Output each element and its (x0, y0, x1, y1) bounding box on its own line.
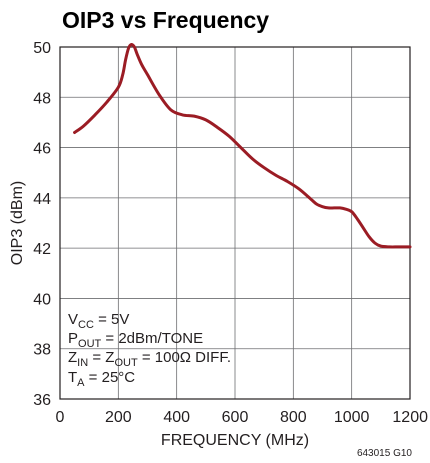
condition-ta: TA = 25°C (68, 369, 135, 389)
y-tick-label: 40 (33, 291, 51, 308)
x-tick-label: 0 (56, 409, 65, 426)
y-axis-label: OIP3 (dBm) (9, 181, 26, 265)
x-tick-label: 800 (280, 409, 307, 426)
condition-pout: POUT = 2dBm/TONE (68, 330, 203, 350)
grid (59, 46, 411, 400)
plot-frame (59, 46, 411, 400)
y-tick-label: 50 (33, 40, 51, 57)
condition-vcc: VCC = 5V (68, 311, 129, 331)
condition-zin: ZIN = ZOUT = 100Ω DIFF. (68, 349, 231, 369)
y-tick-label: 46 (33, 141, 51, 158)
x-tick-label: 200 (105, 409, 132, 426)
y-tick-label: 36 (33, 392, 51, 409)
x-tick-labels: 0 200 400 600 800 1000 1200 (56, 409, 429, 426)
y-tick-label: 48 (33, 90, 51, 107)
x-tick-label: 1000 (334, 409, 370, 426)
y-tick-labels: 36 38 40 42 44 46 48 50 (33, 40, 51, 409)
y-tick-label: 44 (33, 191, 51, 208)
chart-title: OIP3 vs Frequency (62, 7, 269, 33)
y-tick-label: 38 (33, 342, 51, 359)
series-line-oip3 (73, 42, 412, 249)
figure-id: 643015 G10 (357, 448, 412, 459)
x-tick-label: 1200 (392, 409, 428, 426)
x-tick-label: 400 (163, 409, 190, 426)
x-tick-label: 600 (222, 409, 249, 426)
y-tick-label: 42 (33, 241, 51, 258)
x-axis-label: FREQUENCY (MHz) (161, 432, 309, 449)
test-conditions: VCC = 5V POUT = 2dBm/TONE ZIN = ZOUT = 1… (68, 311, 231, 389)
